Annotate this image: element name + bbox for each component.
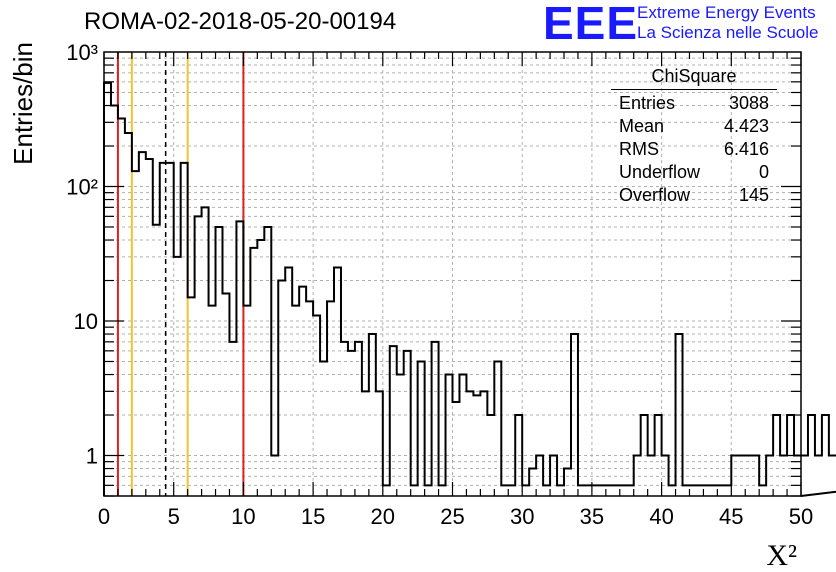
stats-label: RMS xyxy=(619,139,659,159)
stats-label: Mean xyxy=(619,116,665,136)
x-tick-label: 0 xyxy=(98,504,110,529)
stats-row: Entries 3088 xyxy=(611,92,777,115)
stats-label: Overflow xyxy=(619,185,691,205)
stats-value: 4.423 xyxy=(723,116,769,136)
stats-title: ChiSquare xyxy=(611,66,777,90)
brand-line-1: Extreme Energy Events xyxy=(637,3,816,22)
brand-line-2: La Scienza nelle Scuole xyxy=(637,23,819,42)
stats-box: ChiSquare Entries 3088 Mean 4.423 RMS 6.416… xyxy=(611,66,777,207)
x-tick-label: 15 xyxy=(301,504,325,529)
histogram-steps xyxy=(103,81,836,497)
y-tick-label: 10² xyxy=(66,175,98,200)
stats-label: Underflow xyxy=(619,162,701,182)
eee-logo: EEE xyxy=(543,0,639,49)
x-tick-label: 5 xyxy=(168,504,180,529)
y-axis-label: Entries/bin xyxy=(8,42,38,165)
stats-value: 3088 xyxy=(728,93,769,113)
x-axis-label: X² xyxy=(766,539,797,572)
stats-value: 6.416 xyxy=(723,139,769,159)
y-tick-label: 10 xyxy=(74,309,98,334)
stats-value: 0 xyxy=(758,162,769,182)
stats-value: 145 xyxy=(738,185,769,205)
x-tick-label: 50 xyxy=(789,504,813,529)
y-tick-label: 10³ xyxy=(66,40,98,65)
stats-row: Underflow 0 xyxy=(611,161,777,184)
stats-row: Mean 4.423 xyxy=(611,115,777,138)
chart-title: ROMA-02-2018-05-20-00194 xyxy=(84,8,397,35)
x-tick-label: 10 xyxy=(231,504,255,529)
x-tick-label: 25 xyxy=(440,504,464,529)
y-tick-label: 1 xyxy=(86,444,98,469)
stats-label: Entries xyxy=(619,93,676,113)
x-tick-label: 20 xyxy=(371,504,395,529)
stats-row: RMS 6.416 xyxy=(611,138,777,161)
x-tick-label: 35 xyxy=(580,504,604,529)
x-tick-label: 45 xyxy=(719,504,743,529)
x-tick-label: 30 xyxy=(510,504,534,529)
x-tick-label: 40 xyxy=(649,504,673,529)
stats-row: Overflow 145 xyxy=(611,184,777,207)
